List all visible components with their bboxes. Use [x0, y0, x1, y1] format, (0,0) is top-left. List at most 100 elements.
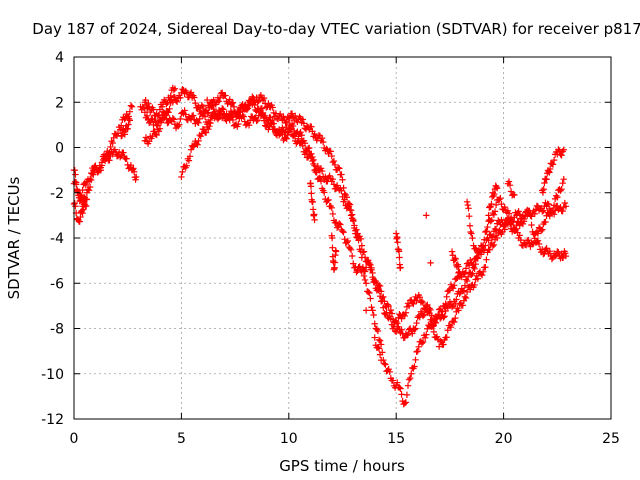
data-point-marker	[130, 165, 137, 172]
data-point-marker	[330, 157, 338, 165]
data-point-marker	[202, 129, 210, 136]
data-point-marker	[447, 324, 455, 331]
x-tick-label: 20	[495, 431, 513, 447]
data-point-marker	[331, 219, 339, 227]
data-point-marker	[71, 167, 78, 174]
data-point-marker	[308, 190, 315, 197]
data-point-marker	[152, 130, 159, 138]
data-point-marker	[322, 173, 329, 181]
data-point-marker	[220, 106, 227, 113]
data-point-marker	[344, 237, 352, 245]
data-point-marker	[394, 239, 401, 246]
data-point-marker	[269, 104, 276, 111]
data-point-marker	[489, 242, 497, 250]
data-point-marker	[461, 270, 469, 277]
data-point-marker	[441, 313, 448, 320]
data-point-marker	[483, 228, 490, 235]
data-point-marker	[347, 246, 355, 253]
x-tick-label: 0	[70, 431, 79, 447]
x-tick-label: 5	[177, 431, 186, 447]
data-point-marker	[76, 218, 83, 225]
data-point-marker	[311, 211, 318, 218]
data-point-marker	[474, 255, 482, 262]
data-point-marker	[123, 155, 130, 162]
data-point-marker	[555, 249, 562, 256]
data-point-marker	[254, 116, 261, 124]
data-point-marker	[489, 189, 497, 196]
data-point-marker	[380, 304, 387, 311]
data-point-marker	[413, 319, 420, 327]
data-point-marker	[410, 300, 417, 308]
data-point-marker	[515, 208, 522, 215]
data-point-marker	[366, 289, 373, 297]
data-point-marker	[167, 92, 174, 100]
data-point-marker	[386, 368, 393, 375]
data-point-marker	[471, 265, 478, 273]
data-point-marker	[183, 162, 190, 169]
data-point-marker	[300, 120, 308, 127]
data-point-marker	[126, 108, 134, 115]
data-point-marker	[337, 221, 344, 228]
y-tick-label: -2	[50, 186, 64, 202]
data-point-marker	[452, 255, 459, 263]
data-point-marker	[545, 201, 552, 208]
data-point-marker	[133, 173, 140, 181]
data-point-marker	[361, 268, 369, 275]
data-point-marker	[97, 167, 105, 174]
data-point-marker	[329, 210, 337, 218]
data-point-marker	[109, 139, 116, 147]
data-point-marker	[324, 197, 331, 204]
data-point-marker	[478, 243, 486, 250]
y-tick-label: -12	[41, 412, 64, 428]
data-point-marker	[72, 171, 79, 178]
data-point-marker	[361, 254, 369, 261]
data-point-marker	[274, 115, 282, 123]
data-point-marker	[466, 222, 474, 229]
data-point-marker	[109, 151, 116, 158]
data-point-marker	[297, 128, 304, 136]
data-point-marker	[485, 212, 492, 219]
data-point-marker	[375, 287, 383, 294]
data-point-marker	[376, 337, 384, 344]
data-point-marker	[546, 169, 553, 176]
data-point-marker	[561, 250, 569, 257]
data-point-marker	[487, 203, 494, 211]
data-point-marker	[229, 99, 237, 106]
data-point-marker	[162, 111, 169, 119]
data-point-marker	[472, 260, 479, 268]
data-point-marker	[541, 179, 548, 187]
data-point-marker	[430, 328, 437, 336]
data-point-marker	[554, 248, 561, 255]
data-point-marker	[270, 120, 277, 127]
data-point-marker	[375, 345, 383, 352]
data-point-marker	[282, 119, 289, 127]
y-tick-label: -10	[41, 367, 64, 383]
data-point-marker	[318, 134, 326, 142]
data-point-marker	[478, 271, 486, 279]
data-point-marker	[505, 178, 513, 185]
data-point-marker	[531, 231, 538, 238]
data-point-marker	[362, 280, 370, 287]
data-point-marker	[181, 107, 188, 114]
data-point-marker	[279, 131, 286, 138]
data-point-marker	[307, 183, 315, 190]
data-point-marker	[153, 121, 160, 129]
data-point-marker	[520, 215, 528, 223]
data-point-marker	[145, 100, 152, 107]
data-point-marker	[155, 111, 163, 119]
data-point-marker	[476, 248, 484, 255]
data-point-marker	[206, 122, 213, 130]
data-point-marker	[463, 198, 471, 205]
data-point-marker	[78, 193, 85, 200]
data-point-marker	[166, 97, 173, 104]
data-point-marker	[362, 307, 370, 314]
data-point-marker	[491, 190, 498, 198]
data-point-marker	[544, 209, 551, 216]
data-point-marker	[257, 91, 265, 99]
y-tick-label: -6	[50, 276, 64, 292]
data-point-marker	[539, 189, 547, 196]
data-point-marker	[394, 379, 401, 386]
data-point-marker	[104, 153, 111, 161]
data-point-marker	[394, 320, 401, 327]
data-point-marker	[343, 239, 350, 246]
